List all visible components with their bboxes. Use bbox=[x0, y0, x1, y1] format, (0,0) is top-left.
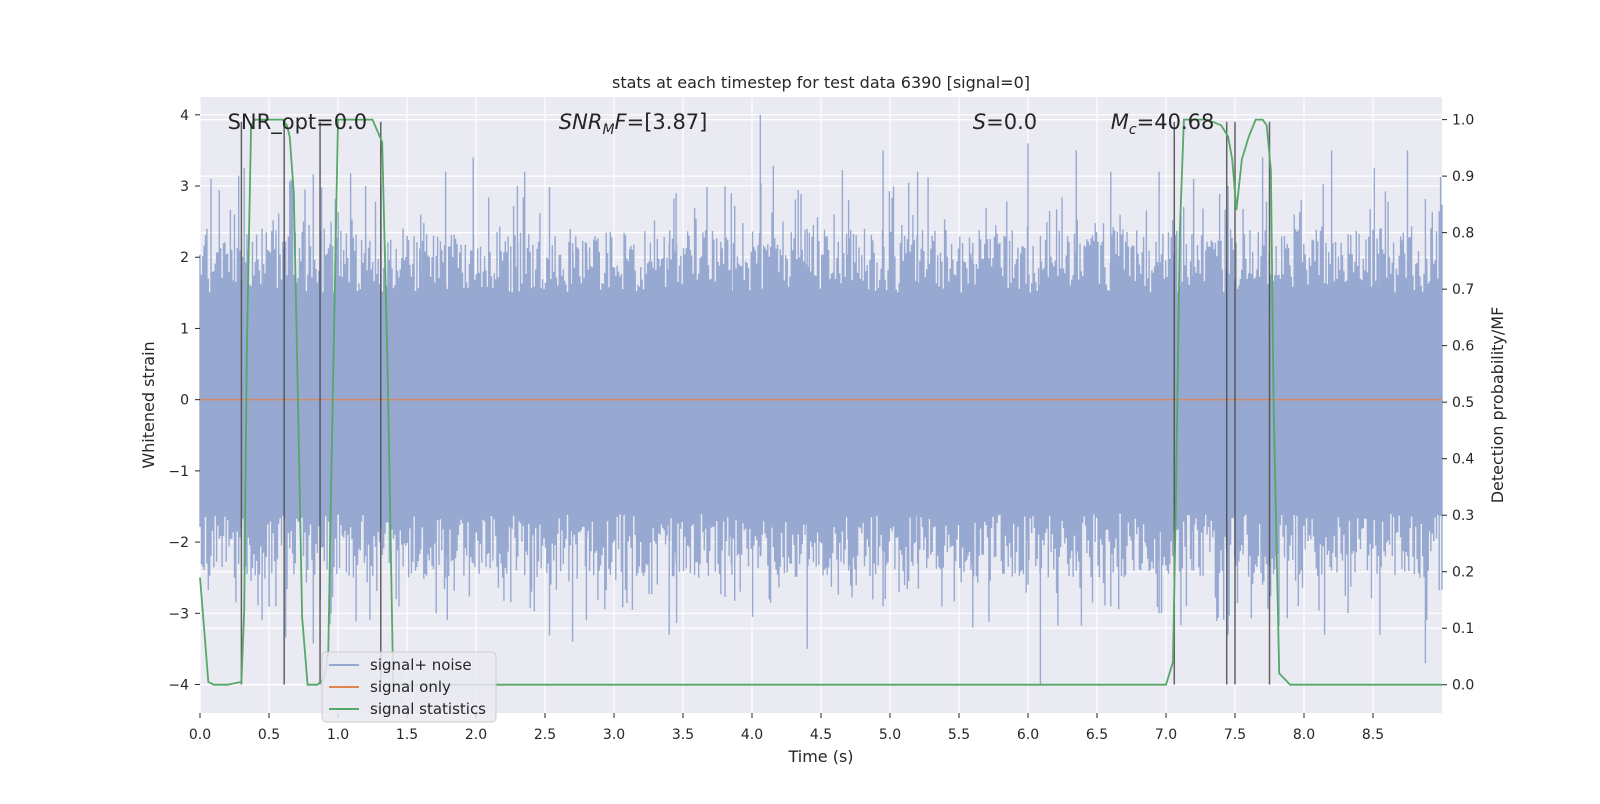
x-axis-ticks: 0.0 0.5 1.0 1.5 2.0 2.5 3.0 3.5 4.0 4.5 5.0 5.5 6.0 6… bbox=[189, 713, 1384, 743]
y-axis-label: Whitened strain bbox=[139, 341, 158, 468]
annotation-3: S=0.0 bbox=[973, 110, 1037, 134]
x-tick-label: 6.0 bbox=[1017, 727, 1039, 743]
y-tick-label: 1 bbox=[180, 321, 189, 337]
y2-tick-label: 0.1 bbox=[1452, 621, 1474, 637]
annotations: SNR_opt=0.0 SNRMF=[3.87] S=0.0 Mc=40.68 bbox=[228, 110, 1215, 138]
x-tick-label: 5.5 bbox=[948, 727, 970, 743]
x-tick-label: 1.0 bbox=[327, 727, 349, 743]
y-tick-label: −4 bbox=[168, 678, 189, 694]
y2-tick-label: 0.2 bbox=[1452, 565, 1474, 581]
annotation-value: =[3.87] bbox=[627, 110, 708, 134]
annotation-subscript: M bbox=[602, 122, 614, 138]
x-tick-label: 4.0 bbox=[741, 727, 763, 743]
legend: signal+ noise signal only signal statistic… bbox=[321, 651, 497, 723]
x-tick-label: 8.0 bbox=[1293, 727, 1315, 743]
y2-tick-label: 0.8 bbox=[1452, 226, 1474, 242]
x-axis-label: Time (s) bbox=[787, 747, 853, 766]
annotation-2: SNRMF=[3.87] bbox=[559, 110, 708, 138]
y2-tick-label: 0.9 bbox=[1452, 169, 1474, 185]
y-axis-ticks: −4 −3 −2 −1 0 1 2 3 4 bbox=[168, 108, 200, 694]
x-tick-label: 0.5 bbox=[258, 727, 280, 743]
legend-label: signal only bbox=[370, 678, 451, 696]
annotation-main: M bbox=[1111, 110, 1129, 134]
y-tick-label: −1 bbox=[168, 464, 189, 480]
x-tick-label: 2.5 bbox=[534, 727, 556, 743]
x-tick-label: 8.5 bbox=[1362, 727, 1384, 743]
annotation-rest: =40.68 bbox=[1137, 110, 1215, 134]
y-tick-label: 4 bbox=[180, 108, 189, 124]
annotation-main: S bbox=[973, 110, 986, 134]
annotation-main: SNR bbox=[559, 110, 603, 134]
y2-tick-label: 0.7 bbox=[1452, 282, 1474, 298]
annotation-italic-f: F bbox=[615, 110, 628, 134]
y2-tick-label: 0.5 bbox=[1452, 395, 1474, 411]
legend-label: signal+ noise bbox=[370, 656, 472, 674]
y2-tick-label: 0.3 bbox=[1452, 508, 1474, 524]
annotation-rest: F=[3.87] bbox=[615, 110, 708, 134]
legend-label: signal statistics bbox=[370, 700, 486, 718]
y2-tick-label: 0.6 bbox=[1452, 339, 1474, 355]
chart-title: stats at each timestep for test data 639… bbox=[612, 73, 1030, 92]
annotation-subscript: c bbox=[1129, 122, 1137, 138]
x-tick-label: 5.0 bbox=[879, 727, 901, 743]
x-tick-label: 1.5 bbox=[396, 727, 418, 743]
signal-statistics-line bbox=[199, 118, 1442, 686]
y2-axis-ticks: 0.0 0.1 0.2 0.3 0.4 0.5 0.6 0.7 0.8 0.9 1.0 bbox=[1442, 113, 1474, 694]
y-tick-label: 3 bbox=[180, 179, 189, 195]
annotation-1: SNR_opt=0.0 bbox=[228, 110, 368, 135]
legend-box bbox=[321, 651, 497, 723]
annotation-4: Mc=40.68 bbox=[1111, 110, 1215, 138]
y2-tick-label: 1.0 bbox=[1452, 113, 1474, 129]
y2-axis-label: Detection probability/MF bbox=[1488, 307, 1507, 504]
x-tick-label: 4.5 bbox=[810, 727, 832, 743]
x-tick-label: 6.5 bbox=[1086, 727, 1108, 743]
vertical-markers bbox=[240, 121, 1271, 685]
x-tick-label: 7.5 bbox=[1224, 727, 1246, 743]
y-tick-label: −2 bbox=[168, 535, 189, 551]
y-tick-label: −3 bbox=[168, 606, 189, 622]
x-tick-label: 3.5 bbox=[672, 727, 694, 743]
y-tick-label: 2 bbox=[180, 250, 189, 266]
x-tick-label: 7.0 bbox=[1155, 727, 1177, 743]
x-tick-label: 3.0 bbox=[603, 727, 625, 743]
annotation-rest: =0.0 bbox=[986, 110, 1037, 134]
series-signal-statistics bbox=[199, 118, 1442, 686]
y-tick-label: 0 bbox=[180, 393, 189, 409]
y2-tick-label: 0.4 bbox=[1452, 452, 1474, 468]
x-tick-label: 0.0 bbox=[189, 727, 211, 743]
x-tick-label: 2.0 bbox=[465, 727, 487, 743]
y2-tick-label: 0.0 bbox=[1452, 678, 1474, 694]
